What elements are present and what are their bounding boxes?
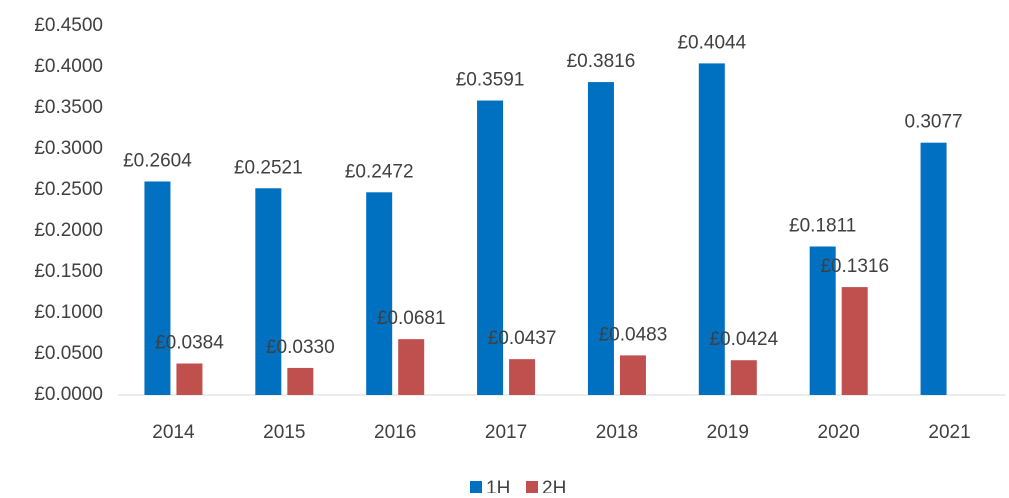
y-tick-label: £0.3500 <box>34 97 103 118</box>
value-label: £0.2521 <box>234 157 303 178</box>
bar <box>144 181 171 395</box>
y-tick-label: £0.4500 <box>34 15 103 36</box>
value-label: £0.0681 <box>377 308 446 329</box>
x-tick-label: 2018 <box>596 422 638 443</box>
x-tick-label: 2020 <box>818 422 860 443</box>
x-tick-label: 2021 <box>928 422 970 443</box>
bar <box>509 359 536 395</box>
value-label: £0.4044 <box>677 32 746 53</box>
y-tick-label: £0.4000 <box>34 56 103 77</box>
bar <box>287 367 314 395</box>
bar <box>698 63 725 395</box>
value-label: £0.0330 <box>266 337 335 358</box>
bar <box>255 188 282 395</box>
legend-swatch <box>470 481 482 493</box>
bar <box>398 339 425 395</box>
x-tick-label: 2016 <box>374 422 416 443</box>
x-tick-label: 2019 <box>707 422 749 443</box>
bar <box>809 246 836 395</box>
value-label: £0.0424 <box>709 329 778 350</box>
y-tick-label: £0.3000 <box>34 138 103 159</box>
value-label: £0.1316 <box>820 256 889 277</box>
bar <box>587 82 614 395</box>
y-tick-label: £0.2000 <box>34 220 103 241</box>
value-label: £0.2604 <box>123 150 192 171</box>
y-tick-label: £0.1000 <box>34 302 103 323</box>
x-tick-label: 2014 <box>152 422 195 443</box>
y-tick-label: £0.2500 <box>34 179 103 200</box>
bar <box>176 363 203 395</box>
value-label: £0.0437 <box>488 328 557 349</box>
value-label: 0.3077 <box>905 112 963 133</box>
legend-label: 1H <box>486 478 510 493</box>
value-label: £0.3591 <box>456 70 525 91</box>
value-label: £0.3816 <box>567 51 636 72</box>
bar <box>366 192 393 395</box>
bar <box>477 100 504 396</box>
value-label: £0.0483 <box>599 324 668 345</box>
x-tick-label: 2015 <box>263 422 305 443</box>
y-tick-label: £0.0000 <box>34 384 103 405</box>
y-tick-label: £0.1500 <box>34 261 103 282</box>
x-tick-label: 2017 <box>485 422 527 443</box>
legend-swatch <box>526 481 538 493</box>
value-label: £0.1811 <box>789 216 856 237</box>
bar <box>841 287 868 395</box>
bar <box>920 142 947 395</box>
legend-label: 2H <box>542 478 566 493</box>
y-tick-label: £0.0500 <box>34 343 103 364</box>
value-label: £0.2472 <box>345 161 414 182</box>
bar <box>730 360 757 395</box>
value-label: £0.0384 <box>155 333 224 354</box>
bar <box>619 355 646 395</box>
